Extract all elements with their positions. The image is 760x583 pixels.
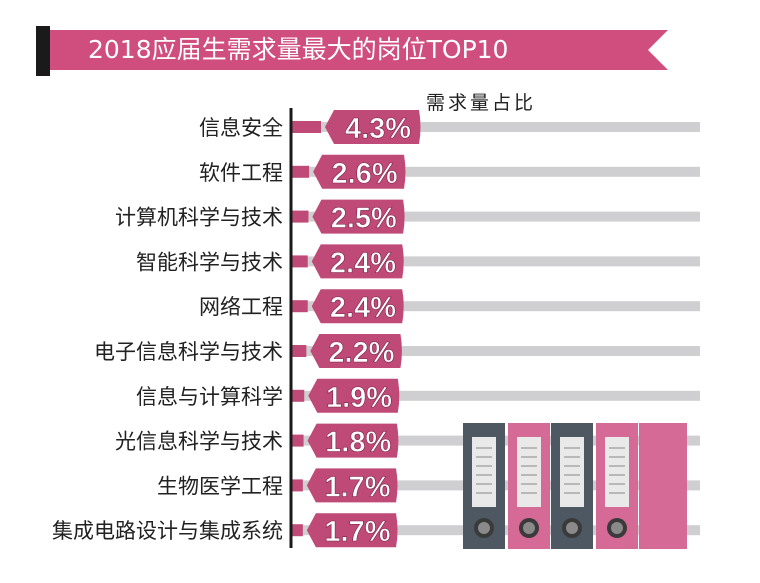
title-banner [36,26,668,76]
bar [291,121,321,133]
bar [291,255,308,268]
binder-label-line [564,474,580,476]
value-badge [310,334,402,368]
category-label: 电子信息科学与技术 [94,340,283,364]
binder-label-line [609,447,625,449]
binder-label-line [564,447,580,449]
category-label: 智能科学与技术 [136,250,283,274]
binder-label-line [521,474,537,476]
bar-track [291,346,700,356]
bar [291,165,310,178]
category-label: 计算机科学与技术 [115,206,283,230]
value-badge [308,378,400,413]
category-label: 集成电路设计与集成系统 [52,519,283,543]
chart-subtitle: 需求量占比 [426,92,537,114]
binder-label-line [609,492,625,494]
binder-label-line [564,465,580,467]
bar [291,524,303,537]
value-badge [312,199,405,234]
value-badge [313,154,406,189]
binder-ring-inner [566,522,578,534]
binder-label-line [521,456,537,458]
value-badge [306,468,398,503]
binder-ring-inner [523,522,535,534]
category-label: 信息安全 [199,116,283,140]
bar-track [291,390,700,401]
value-label: 2.4% [330,292,396,324]
binder-label-line [476,492,492,494]
binder-label-line [521,447,537,449]
value-label: 2.5% [331,203,397,235]
bar-track [291,166,700,177]
title-banner-left-bar [36,26,50,76]
binder-ring-inner [478,522,490,534]
title-banner-ribbon [50,30,668,70]
binder-label-line [564,483,580,485]
binder-label-line [521,483,537,485]
value-label: 2.6% [332,158,398,190]
chart-title: 2018应届生需求量最大的岗位TOP10 [88,35,509,64]
category-label: 网络工程 [199,295,283,319]
bar-track [291,211,700,222]
bar-track [291,301,700,312]
binder-label-line [476,465,492,467]
value-badge [311,289,404,324]
value-badge [325,110,421,144]
bar [291,434,304,447]
value-label: 1.9% [326,382,392,414]
value-badge [307,423,399,458]
value-label: 4.3% [345,113,411,145]
value-label: 2.2% [328,337,394,369]
binder-label-line [609,483,625,485]
category-label: 光信息科学与技术 [115,430,283,454]
value-badge [311,244,404,279]
bar-track [291,256,700,267]
binder-label-line [476,483,492,485]
binder-label-line [476,456,492,458]
bar [291,345,307,357]
binder-open-box [639,423,687,549]
value-label: 1.8% [325,427,391,459]
binder-ring-inner [611,522,623,534]
bar [291,479,303,492]
binder-label-line [476,474,492,476]
binder-label-line [521,492,537,494]
binder-label-line [564,492,580,494]
value-label: 1.7% [324,516,390,548]
binder-label-line [609,456,625,458]
value-badge [306,513,398,548]
value-label: 1.7% [324,471,390,503]
bar [291,210,309,223]
binder-label-line [521,465,537,467]
binder-label-line [476,447,492,449]
bar [291,389,305,402]
binder-label-line [609,474,625,476]
category-label: 信息与计算科学 [136,385,283,409]
value-label: 2.4% [330,247,396,279]
category-label: 软件工程 [199,161,283,185]
bar-track [291,122,700,132]
bar [291,300,308,313]
category-label: 生物医学工程 [157,474,283,498]
binder-label-line [564,456,580,458]
binder-label-line [609,465,625,467]
